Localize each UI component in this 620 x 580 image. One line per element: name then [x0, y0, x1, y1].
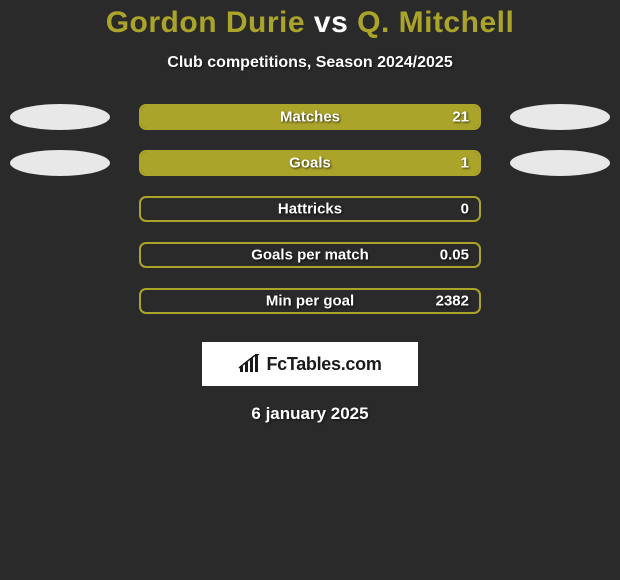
logo-text: FcTables.com: [266, 354, 381, 375]
stat-value: 1: [461, 155, 469, 172]
stat-bar: Goals per match 0.05: [139, 242, 481, 268]
title: Gordon Durie vs Q. Mitchell: [0, 6, 620, 40]
stat-bar: Hattricks 0: [139, 196, 481, 222]
stat-value: 0: [461, 201, 469, 218]
stat-value: 2382: [436, 293, 469, 310]
stat-bar: Min per goal 2382: [139, 288, 481, 314]
logo-box: FcTables.com: [202, 342, 418, 386]
stat-label: Min per goal: [266, 293, 354, 310]
player1-name: Gordon Durie: [106, 6, 305, 39]
vs-text: vs: [314, 6, 348, 39]
barchart-icon: [238, 354, 262, 374]
left-oval: [10, 104, 110, 130]
stat-rows: Matches 21 Goals 1 Hattricks 0: [0, 104, 620, 314]
stat-row: Min per goal 2382: [0, 288, 620, 314]
stat-label: Matches: [280, 109, 340, 126]
date-text: 6 january 2025: [0, 404, 620, 424]
subtitle: Club competitions, Season 2024/2025: [0, 54, 620, 72]
stat-label: Hattricks: [278, 201, 342, 218]
stat-row: Goals per match 0.05: [0, 242, 620, 268]
stat-value: 0.05: [440, 247, 469, 264]
stat-label: Goals: [289, 155, 331, 172]
left-oval: [10, 150, 110, 176]
stat-label: Goals per match: [251, 247, 369, 264]
stat-row: Matches 21: [0, 104, 620, 130]
stat-row: Goals 1: [0, 150, 620, 176]
stat-value: 21: [452, 109, 469, 126]
infographic-container: Gordon Durie vs Q. Mitchell Club competi…: [0, 0, 620, 424]
stat-bar: Matches 21: [139, 104, 481, 130]
right-oval: [510, 104, 610, 130]
player2-name: Q. Mitchell: [357, 6, 514, 39]
stat-row: Hattricks 0: [0, 196, 620, 222]
right-oval: [510, 150, 610, 176]
stat-bar: Goals 1: [139, 150, 481, 176]
